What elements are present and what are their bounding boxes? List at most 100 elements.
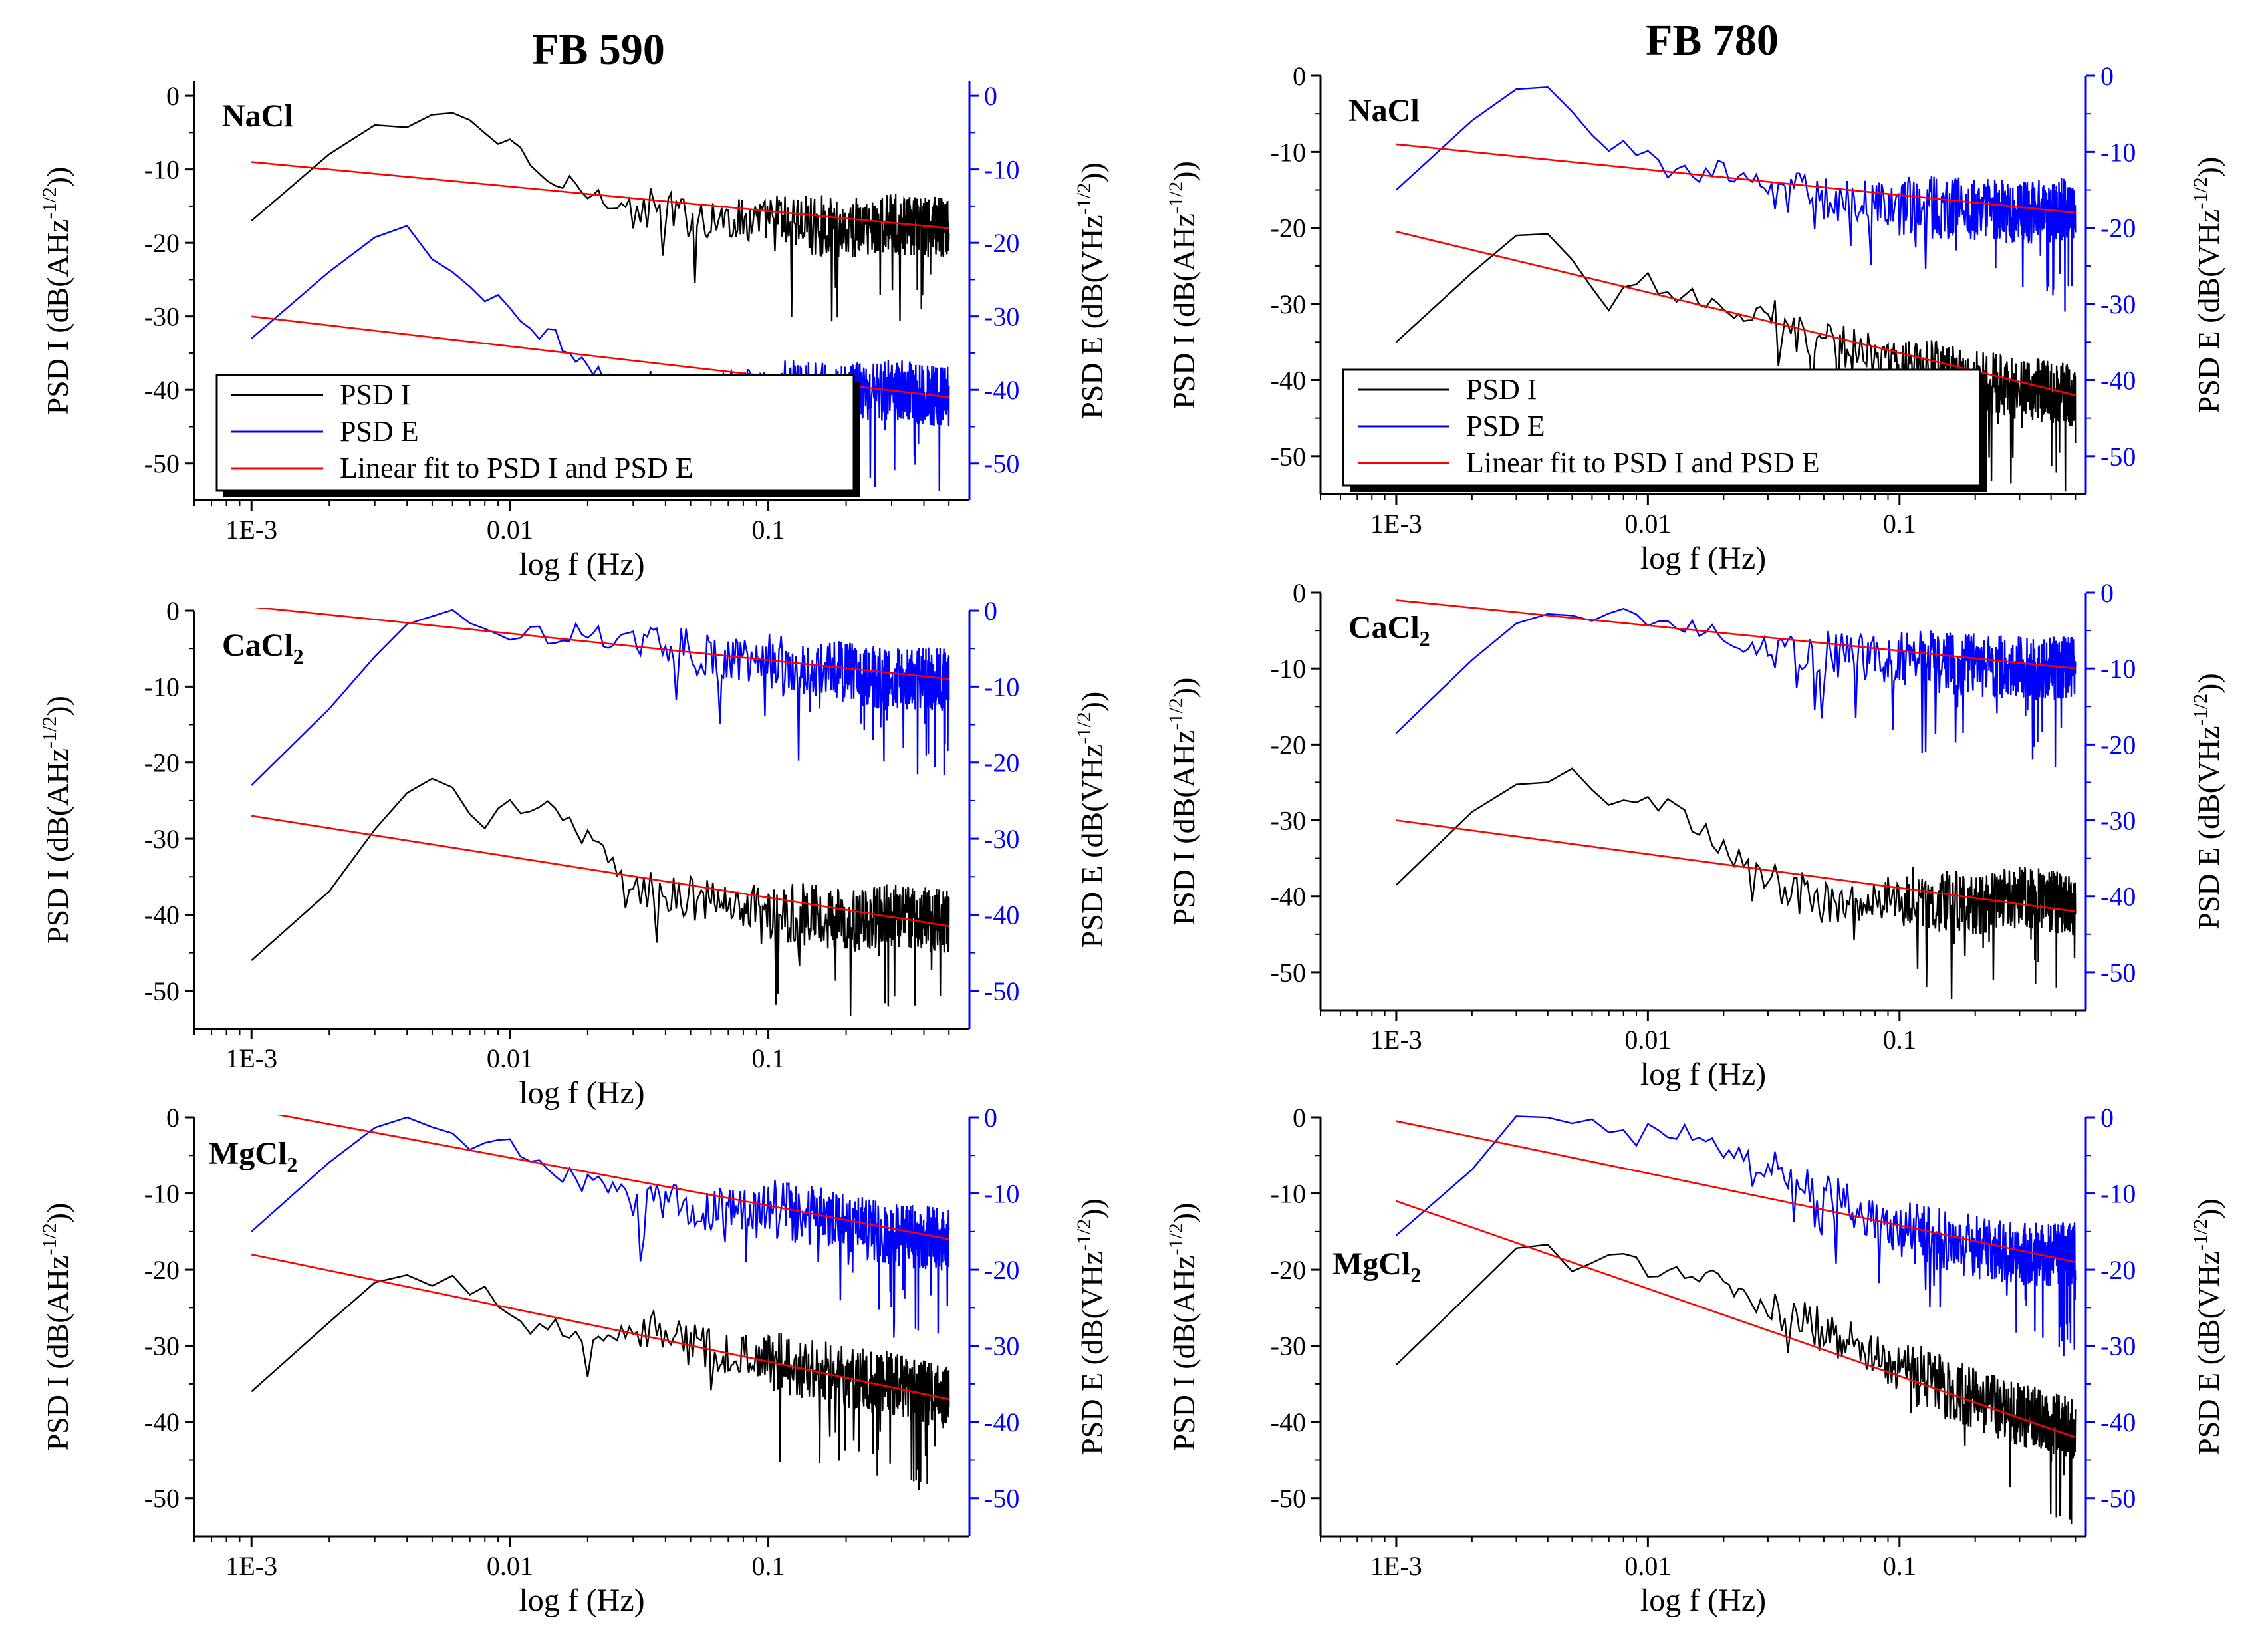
salt-label: NaCl: [222, 98, 293, 134]
fit-line-left: [1396, 819, 2076, 912]
x-tick-label: 0.1: [752, 515, 785, 545]
y-right-tick-label: 0: [2100, 578, 2114, 608]
panel-fb590-cacl2: 0 -10 -20 -30 -40 -50 0 -10 -20 -30 -40 -50 1E-3 0.01…: [39, 596, 1109, 1111]
y-left-tick-label: -50: [1271, 958, 1306, 988]
y-left-tick-label: -10: [144, 672, 180, 702]
column-title-fb780: FB 780: [1646, 16, 1779, 65]
y-left-tick-label: -40: [144, 375, 180, 405]
y-right-tick-label: -10: [984, 672, 1019, 702]
y-left-tick-label: -50: [144, 1484, 180, 1514]
psd-e-line: [251, 609, 950, 786]
y-right-axis-title: PSD E (dB(VHz-1/2)): [2190, 673, 2225, 930]
panel-fb780-cacl2: 0 -10 -20 -30 -40 -50 0 -10 -20 -30 -40 -50 1E-3 0.01…: [1165, 578, 2225, 1092]
fit-line-left: [251, 161, 949, 229]
x-tick-label: 0.01: [487, 1551, 533, 1581]
psd-i-line: [251, 1274, 950, 1490]
x-axis-title: log f (Hz): [1640, 541, 1766, 576]
legend-label: PSD I: [1466, 373, 1537, 406]
y-left-tick-label: 0: [1293, 61, 1306, 91]
panel-fb780-mgcl2: 0 -10 -20 -30 -40 -50 0 -10 -20 -30 -40 -50 1E-3 0.01…: [1165, 1103, 2225, 1618]
y-right-tick-label: -40: [2100, 365, 2136, 395]
y-right-tick-label: -30: [984, 302, 1019, 332]
x-axis-title: log f (Hz): [1640, 1583, 1766, 1618]
y-left-tick-label: 0: [166, 596, 180, 626]
y-left-tick-label: 0: [1293, 1103, 1306, 1133]
y-left-tick-label: -30: [144, 302, 180, 332]
y-left-tick-label: -30: [1271, 806, 1306, 836]
plot-area: [1396, 599, 2077, 1000]
y-left-axis-title: PSD I (dB(AHz-1/2)): [1165, 1203, 1201, 1451]
x-tick-label: 1E-3: [1370, 1551, 1422, 1581]
y-right-axis-title: PSD E (dB(VHz-1/2)): [2190, 157, 2225, 414]
x-tick-label: 1E-3: [225, 1043, 277, 1073]
y-right-axis-title: PSD E (dB(VHz-1/2)): [1073, 162, 1109, 419]
y-left-tick-label: 0: [166, 81, 180, 111]
panel-fb590-mgcl2: 0 -10 -20 -30 -40 -50 0 -10 -20 -30 -40 -50 1E-3 0.01…: [39, 1103, 1109, 1618]
psd-e-line: [1396, 1115, 2077, 1357]
x-tick-label: 0.01: [1624, 1025, 1671, 1055]
y-left-tick-label: -20: [1271, 213, 1306, 243]
y-right-tick-label: -50: [2100, 442, 2136, 472]
y-right-axis-title: PSD E (dB(VHz-1/2)): [1073, 1198, 1109, 1455]
y-left-tick-label: -10: [144, 1179, 180, 1209]
legend-label: PSD E: [1466, 410, 1545, 442]
y-right-tick-label: 0: [2100, 61, 2114, 91]
psd-e-line: [1396, 86, 2077, 312]
x-tick-label: 0.01: [487, 515, 533, 545]
psd-i-line: [1396, 1244, 2077, 1524]
y-left-tick-label: -40: [144, 1407, 180, 1437]
y-right-axis-title: PSD E (dB(VHz-1/2)): [2190, 1198, 2225, 1455]
plot-area: [1396, 1115, 2077, 1524]
y-right-tick-label: -10: [984, 1179, 1019, 1209]
panel-fb780-nacl: 0 -10 -20 -30 -40 -50 0 -10 -20 -30 -40 -50 1E-3 0.01…: [1165, 61, 2225, 576]
y-left-axis-title: PSD I (dB(AHz-1/2)): [1165, 678, 1201, 926]
salt-label: MgCl2: [209, 1136, 297, 1176]
y-left-tick-label: -30: [144, 824, 180, 854]
fit-line-right: [1396, 143, 2076, 214]
y-left-tick-label: -50: [1271, 442, 1306, 472]
psd-e-line: [251, 225, 950, 491]
y-left-tick-label: 0: [166, 1103, 180, 1133]
column-title-fb590: FB 590: [532, 25, 665, 74]
plot-area: [251, 112, 950, 491]
y-left-axis-title: PSD I (dB(AHz-1/2)): [1165, 161, 1201, 409]
x-tick-label: 0.01: [487, 1043, 533, 1073]
x-tick-label: 1E-3: [1370, 1025, 1422, 1055]
y-right-tick-label: -20: [984, 748, 1019, 778]
y-right-tick-label: -30: [984, 824, 1019, 854]
y-right-tick-label: -30: [2100, 289, 2136, 319]
fit-line-left: [1396, 1200, 2076, 1439]
plot-area: [251, 608, 950, 1016]
x-axis-title: log f (Hz): [519, 1583, 644, 1618]
x-tick-label: 0.1: [1883, 1551, 1916, 1581]
y-left-tick-label: -20: [1271, 730, 1306, 759]
x-tick-label: 0.1: [752, 1043, 785, 1073]
y-right-axis-title: PSD E (dB(VHz-1/2)): [1073, 692, 1109, 948]
fit-line-left: [1396, 231, 2076, 396]
salt-label: MgCl2: [1332, 1246, 1421, 1287]
y-left-tick-label: -10: [144, 155, 180, 185]
y-left-tick-label: -20: [144, 748, 180, 778]
y-right-tick-label: -40: [2100, 1407, 2136, 1437]
y-left-tick-label: -10: [1271, 654, 1306, 684]
y-right-tick-label: -10: [2100, 137, 2136, 167]
y-left-tick-label: -20: [144, 228, 180, 258]
y-right-tick-label: -20: [984, 228, 1019, 258]
salt-label: CaCl2: [222, 628, 304, 668]
y-right-tick-label: -40: [984, 1407, 1019, 1437]
salt-label: CaCl2: [1348, 610, 1430, 650]
x-tick-label: 1E-3: [225, 515, 277, 545]
x-axis-title: log f (Hz): [519, 1075, 644, 1111]
x-tick-label: 1E-3: [1370, 509, 1422, 539]
fit-line-left: [251, 815, 949, 927]
y-left-axis-title: PSD I (dB(AHz-1/2)): [39, 1203, 74, 1451]
x-axis-title: log f (Hz): [1640, 1057, 1766, 1092]
x-tick-label: 0.1: [1883, 509, 1916, 539]
psd-i-line: [1396, 233, 2077, 492]
fit-line-left: [251, 1253, 949, 1401]
legend-label: PSD I: [340, 378, 410, 411]
y-left-tick-label: -40: [1271, 1407, 1306, 1437]
fit-line-right: [253, 608, 949, 680]
y-right-tick-label: -50: [984, 1484, 1019, 1514]
y-left-tick-label: -50: [1271, 1484, 1306, 1514]
